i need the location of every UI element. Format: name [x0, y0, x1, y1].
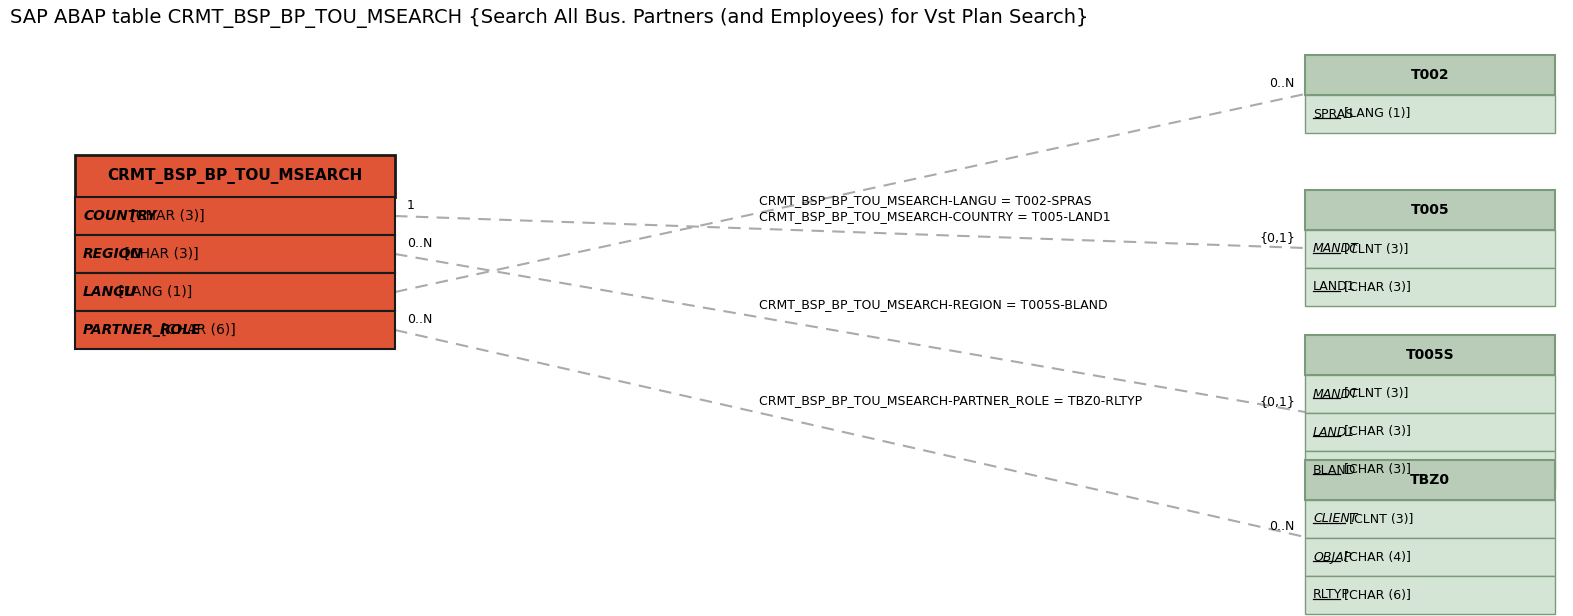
- Text: [CHAR (3)]: [CHAR (3)]: [1340, 280, 1411, 293]
- Text: [CLNT (3)]: [CLNT (3)]: [1340, 243, 1408, 256]
- Text: 0..N: 0..N: [407, 237, 433, 250]
- Bar: [1306, 375, 1556, 413]
- Bar: [1306, 55, 1556, 95]
- Text: BLAND: BLAND: [1313, 463, 1356, 477]
- Text: [CHAR (6)]: [CHAR (6)]: [157, 323, 236, 337]
- Text: [CHAR (3)]: [CHAR (3)]: [120, 247, 198, 261]
- Bar: [76, 155, 395, 197]
- Text: [LANG (1)]: [LANG (1)]: [113, 285, 192, 299]
- Text: [CHAR (3)]: [CHAR (3)]: [1340, 426, 1411, 439]
- Text: CRMT_BSP_BP_TOU_MSEARCH: CRMT_BSP_BP_TOU_MSEARCH: [107, 168, 363, 184]
- Bar: [76, 311, 395, 349]
- Text: LANGU: LANGU: [83, 285, 137, 299]
- Text: MANDT: MANDT: [1313, 243, 1359, 256]
- Text: OBJAP: OBJAP: [1313, 551, 1351, 564]
- Text: CRMT_BSP_BP_TOU_MSEARCH-COUNTRY = T005-LAND1: CRMT_BSP_BP_TOU_MSEARCH-COUNTRY = T005-L…: [760, 210, 1111, 223]
- Bar: [1306, 335, 1556, 375]
- Text: [CLNT (3)]: [CLNT (3)]: [1340, 387, 1408, 400]
- Text: CLIENT: CLIENT: [1313, 513, 1357, 525]
- Bar: [1306, 538, 1556, 576]
- Text: CRMT_BSP_BP_TOU_MSEARCH-PARTNER_ROLE = TBZ0-RLTYP: CRMT_BSP_BP_TOU_MSEARCH-PARTNER_ROLE = T…: [760, 394, 1142, 407]
- Text: LAND1: LAND1: [1313, 280, 1356, 293]
- Text: MANDT: MANDT: [1313, 387, 1359, 400]
- Bar: [1306, 460, 1556, 500]
- Bar: [1306, 413, 1556, 451]
- Text: REGION: REGION: [83, 247, 143, 261]
- Text: COUNTRY: COUNTRY: [83, 209, 157, 223]
- Text: [CLNT (3)]: [CLNT (3)]: [1345, 513, 1414, 525]
- Bar: [1306, 500, 1556, 538]
- Bar: [1306, 576, 1556, 614]
- Text: PARTNER_ROLE: PARTNER_ROLE: [83, 323, 201, 337]
- Text: [CHAR (3)]: [CHAR (3)]: [126, 209, 204, 223]
- Text: T002: T002: [1411, 68, 1449, 82]
- Bar: [76, 197, 395, 235]
- Bar: [1306, 451, 1556, 489]
- Text: [CHAR (3)]: [CHAR (3)]: [1340, 463, 1411, 477]
- Text: 0..N: 0..N: [1269, 520, 1295, 533]
- Bar: [1306, 190, 1556, 230]
- Bar: [1306, 230, 1556, 268]
- Bar: [76, 235, 395, 273]
- Text: {0,1}: {0,1}: [1258, 395, 1295, 408]
- Bar: [1306, 268, 1556, 306]
- Text: {0,1}: {0,1}: [1258, 231, 1295, 244]
- Text: LAND1: LAND1: [1313, 426, 1356, 439]
- Text: CRMT_BSP_BP_TOU_MSEARCH-LANGU = T002-SPRAS: CRMT_BSP_BP_TOU_MSEARCH-LANGU = T002-SPR…: [760, 194, 1092, 207]
- Text: [LANG (1)]: [LANG (1)]: [1340, 108, 1411, 121]
- Bar: [1306, 95, 1556, 133]
- Text: RLTYP: RLTYP: [1313, 588, 1350, 601]
- Text: 1: 1: [407, 199, 415, 212]
- Text: 0..N: 0..N: [1269, 77, 1295, 90]
- Text: [CHAR (6)]: [CHAR (6)]: [1340, 588, 1411, 601]
- Text: SAP ABAP table CRMT_BSP_BP_TOU_MSEARCH {Search All Bus. Partners (and Employees): SAP ABAP table CRMT_BSP_BP_TOU_MSEARCH {…: [9, 8, 1089, 28]
- Text: [CHAR (4)]: [CHAR (4)]: [1340, 551, 1411, 564]
- Bar: [76, 273, 395, 311]
- Text: 0..N: 0..N: [407, 313, 433, 326]
- Text: T005S: T005S: [1406, 348, 1455, 362]
- Text: TBZ0: TBZ0: [1409, 473, 1450, 487]
- Text: SPRAS: SPRAS: [1313, 108, 1353, 121]
- Text: T005: T005: [1411, 203, 1449, 217]
- Text: CRMT_BSP_BP_TOU_MSEARCH-REGION = T005S-BLAND: CRMT_BSP_BP_TOU_MSEARCH-REGION = T005S-B…: [760, 298, 1107, 311]
